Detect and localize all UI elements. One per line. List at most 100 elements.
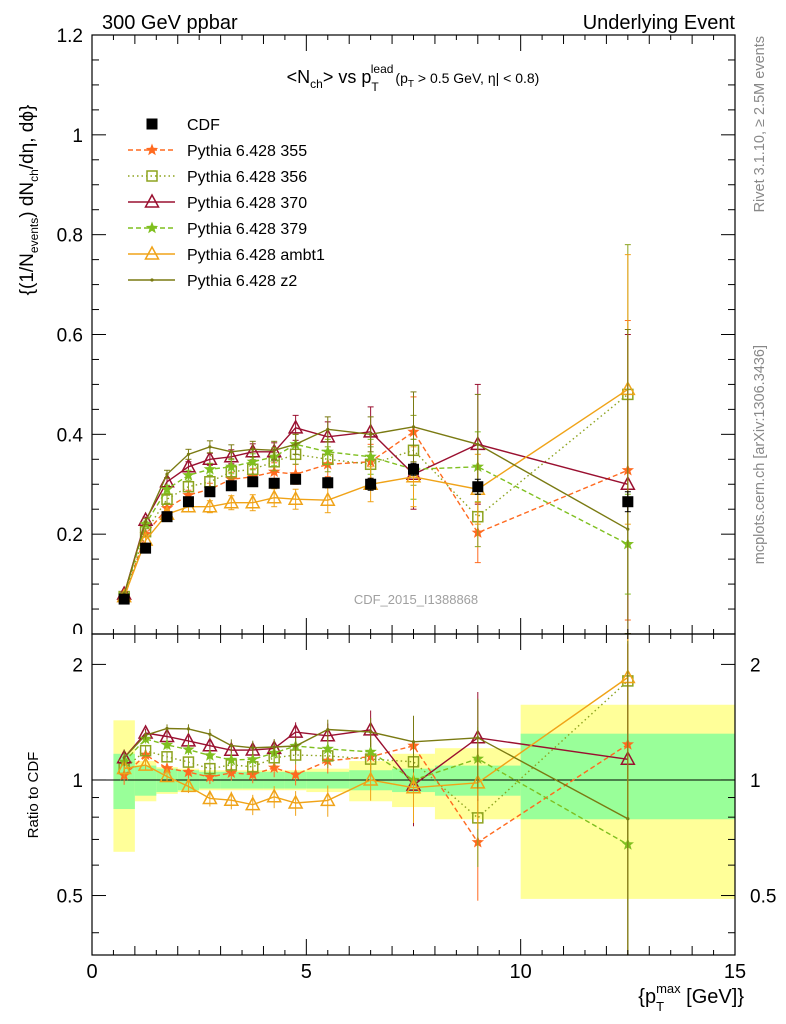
ratio-point-pythia-6-428-ambt1 <box>159 767 175 783</box>
ratio-point-pythia-6-428-z2 <box>208 732 212 736</box>
ratio-point-pythia-6-428-ambt1 <box>116 759 132 775</box>
data-point-pythia-6-428-ambt1 <box>223 494 240 509</box>
header-left: 300 GeV ppbar <box>102 12 238 34</box>
legend: CDF Pythia 6.428 355 Pythia 6.428 356 Pythi… <box>128 117 325 290</box>
ylabel-c: /dη, dϕ} <box>17 105 38 170</box>
data-point-cdf <box>322 477 334 489</box>
data-point-pythia-6-428-z2 <box>369 432 373 436</box>
data-point-cdf <box>472 481 484 493</box>
plot-title: <Nch> vs pTlead(pT > 0.5 GeV, η| < 0.8) <box>287 62 540 94</box>
legend-marker-pythia-6-428-355 <box>145 143 159 156</box>
ratio-point-pythia-6-428-379 <box>160 738 174 751</box>
ratio-point-pythia-6-428-355 <box>182 765 195 778</box>
ratio-point-pythia-6-428-379 <box>364 745 377 758</box>
ratio-point-pythia-6-428-ambt1 <box>180 777 197 793</box>
data-point-pythia-6-428-z2 <box>165 472 169 476</box>
legend-marker-pythia-6-428-379 <box>145 221 159 234</box>
ratio-point-pythia-6-428-379 <box>246 752 259 765</box>
legend-marker-pythia-6-428-370 <box>144 193 160 208</box>
data-point-pythia-6-428-z2 <box>294 442 298 446</box>
y-tick-label: 1 <box>72 126 83 147</box>
data-point-pythia-6-428-379 <box>160 482 174 495</box>
data-point-pythia-6-428-379 <box>321 445 334 458</box>
ratio-plot-area: 0 5 10 15 0.5 0.5 1 1 2 2 <box>57 633 776 983</box>
series-pythia-6-428-355 <box>118 320 634 621</box>
ratio-point-pythia-6-428-z2 <box>251 746 255 750</box>
series-pythia-6-428-379 <box>118 431 634 601</box>
series-line-pythia-6-428-370 <box>123 427 628 595</box>
series-line-pythia-6-428-379 <box>123 443 629 596</box>
ratio-point-pythia-6-428-ambt1 <box>287 794 304 809</box>
header-right: Underlying Event <box>583 12 736 34</box>
data-point-pythia-6-428-z2 <box>476 442 480 446</box>
data-point-pythia-6-428-z2 <box>143 520 148 524</box>
legend-marker-cdf <box>146 118 158 130</box>
data-point-pythia-6-428-379 <box>225 460 238 472</box>
x-tick-label: 0 <box>86 961 97 983</box>
ratio-point-pythia-6-428-z2 <box>165 726 169 731</box>
ratio-point-pythia-6-428-355 <box>203 770 217 783</box>
series-line-pythia-6-428-355 <box>123 430 629 599</box>
data-point-cdf <box>182 496 194 508</box>
data-point-cdf <box>204 486 216 498</box>
data-point-pythia-6-428-z2 <box>251 447 255 451</box>
xlabel-a: {p <box>638 986 656 1008</box>
data-point-pythia-6-428-z2 <box>326 427 330 431</box>
legend-marker-pythia-6-428-356 <box>146 170 158 182</box>
ratio-point-pythia-6-428-ambt1 <box>405 779 422 794</box>
data-point-cdf <box>247 476 259 488</box>
data-point-pythia-6-428-355 <box>289 467 302 480</box>
data-point-cdf <box>225 480 237 492</box>
title-vs-sub: T <box>371 80 379 94</box>
side-label-top: Rivet 3.1.10, ≥ 2.5M events <box>752 36 768 212</box>
main-plot-area: 0.2 0.4 0.6 0.8 1 1.2 0 CDF Pythia 6.428 355 Pyth… <box>56 26 736 648</box>
legend-label-pythia-6-428-355: Pythia 6.428 355 <box>187 143 307 160</box>
y-tick-label: 0.2 <box>57 525 83 546</box>
series-cdf <box>118 462 634 605</box>
ratio-point-pythia-6-428-z2 <box>369 730 373 734</box>
legend-marker-pythia-6-428-ambt1 <box>144 245 160 260</box>
ratio-line-pythia-6-428-z2 <box>123 727 629 820</box>
data-point-pythia-6-428-ambt1 <box>405 468 422 483</box>
data-point-cdf <box>161 511 173 523</box>
ratio-y-tick-label-right: 2 <box>750 655 761 676</box>
title-vs: > vs p <box>323 67 372 87</box>
ratio-point-pythia-6-428-ambt1 <box>244 796 261 811</box>
title-cut2: > 0.5 GeV, <box>414 70 488 86</box>
ratio-point-pythia-6-428-z2 <box>122 756 126 760</box>
data-point-pythia-6-428-z2 <box>411 425 416 429</box>
title-vs-sup: lead <box>371 62 394 76</box>
data-point-pythia-6-428-z2 <box>208 445 212 449</box>
data-point-pythia-6-428-379 <box>364 450 377 463</box>
ratio-point-pythia-6-428-355 <box>160 761 174 774</box>
ratio-series-pythia-6-428-z2 <box>122 640 630 955</box>
ratio-point-pythia-6-428-356 <box>204 762 216 775</box>
ratio-line-pythia-6-428-ambt1 <box>124 676 629 806</box>
data-point-pythia-6-428-z2 <box>186 452 191 456</box>
side-label-bottom: mcplots.cern.ch [arXiv:1306.3436] <box>752 345 768 564</box>
ratio-point-pythia-6-428-z2 <box>476 736 480 740</box>
ratio-point-pythia-6-428-z2 <box>229 743 233 748</box>
data-point-pythia-6-428-z2 <box>229 450 233 454</box>
ratio-point-pythia-6-428-ambt1 <box>362 771 379 786</box>
y-tick-label: 1.2 <box>57 26 83 47</box>
xlabel-b: [GeV]} <box>681 986 745 1008</box>
ratio-point-pythia-6-428-379 <box>321 742 334 755</box>
data-point-cdf <box>268 477 280 489</box>
series-line-pythia-6-428-ambt1 <box>123 388 629 597</box>
ratio-y-tick-label: 0.5 <box>57 887 83 908</box>
data-point-pythia-6-428-ambt1 <box>320 491 336 506</box>
ratio-point-pythia-6-428-355 <box>289 768 302 780</box>
ratio-point-pythia-6-428-370 <box>287 723 304 738</box>
legend-label-pythia-6-428-ambt1: Pythia 6.428 ambt1 <box>187 247 325 264</box>
ratio-point-pythia-6-428-379 <box>182 743 195 755</box>
data-point-pythia-6-428-z2 <box>272 448 276 452</box>
ratio-point-pythia-6-428-z2 <box>326 727 330 732</box>
ratio-band-inner-1 <box>134 765 157 796</box>
ratio-y-tick-label-right: 1 <box>750 771 761 792</box>
ratio-point-pythia-6-428-ambt1 <box>137 756 154 771</box>
data-point-cdf <box>118 593 130 605</box>
series-pythia-6-428-356 <box>118 244 634 603</box>
data-point-pythia-6-428-379 <box>182 468 195 481</box>
